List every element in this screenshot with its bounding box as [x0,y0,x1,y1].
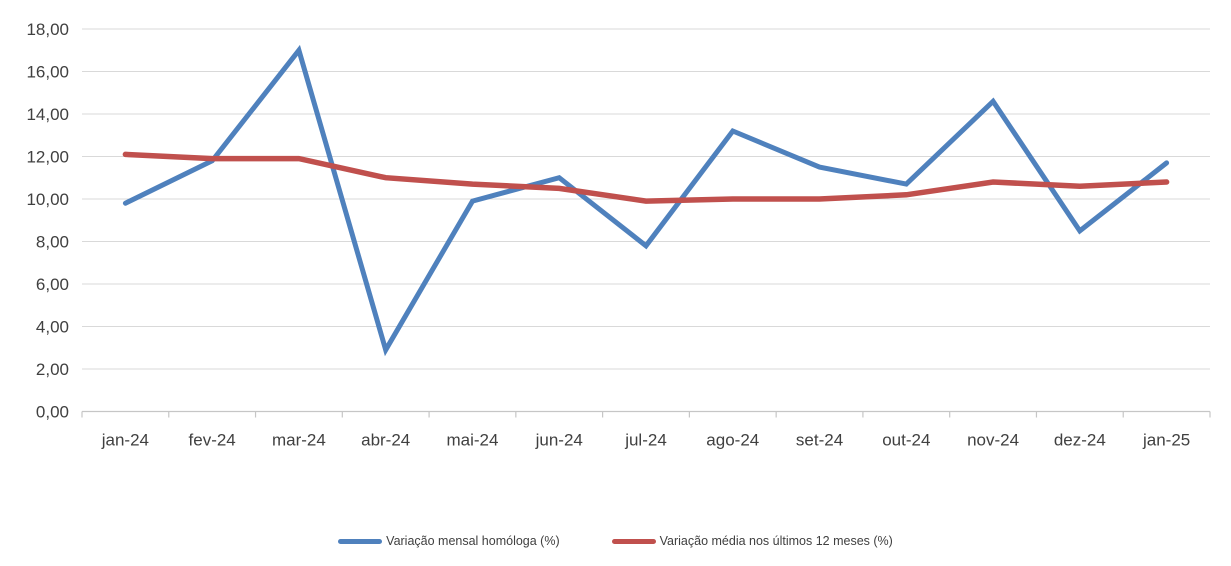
y-axis-labels-group: 0,00 2,00 4,00 6,00 8,00 10,00 12,00 14,00 16,00… [26,20,69,422]
x-axis-label: jul-24 [624,431,667,450]
legend-label-variacao-mensal: Variação mensal homóloga (%) [386,534,560,548]
x-axis-labels-group: jan-24 fev-24 mar-24 abr-24 mai-24 jun-24 jul-… [101,431,1190,450]
y-axis-label: 12,00 [26,148,69,167]
x-axis-label: jun-24 [535,431,583,450]
x-axis-label: mai-24 [446,431,498,450]
y-axis-label: 6,00 [36,275,69,294]
x-axis-label: set-24 [796,431,843,450]
x-axis-label: mar-24 [272,431,326,450]
series-line-1 [122,151,1170,204]
x-axis-label: jan-25 [1142,431,1190,450]
y-axis-label: 8,00 [36,233,69,252]
legend-item-variacao-media[interactable]: Variação média nos últimos 12 meses (%) [611,534,893,548]
x-axis-label: jan-24 [101,431,149,450]
legend-marker-blue-line [338,538,383,544]
legend-label-variacao-media: Variação média nos últimos 12 meses (%) [659,534,893,548]
x-axis-label: fev-24 [189,431,236,450]
y-axis-label: 16,00 [26,63,69,82]
y-axis-label: 4,00 [36,318,69,337]
series-group [122,44,1170,357]
chart-legend: Variação mensal homóloga (%) Variação mé… [0,534,1231,548]
line-chart-svg: 0,00 2,00 4,00 6,00 8,00 10,00 12,00 14,00 16,00… [26,20,1211,450]
x-axis-label: nov-24 [967,431,1019,450]
y-axis-label: 10,00 [26,190,69,209]
x-axis-label: ago-24 [706,431,759,450]
series-line-0 [122,44,1170,357]
x-axis-label: out-24 [882,431,930,450]
y-axis-label: 14,00 [26,105,69,124]
y-axis-label: 18,00 [26,20,69,39]
legend-marker-red-line [611,538,656,544]
x-axis-label: dez-24 [1054,431,1106,450]
y-axis-label: 2,00 [36,360,69,379]
y-axis-label: 0,00 [36,403,69,422]
x-axis-group [81,410,1211,418]
x-axis-label: abr-24 [361,431,410,450]
legend-item-variacao-mensal[interactable]: Variação mensal homóloga (%) [338,534,560,548]
